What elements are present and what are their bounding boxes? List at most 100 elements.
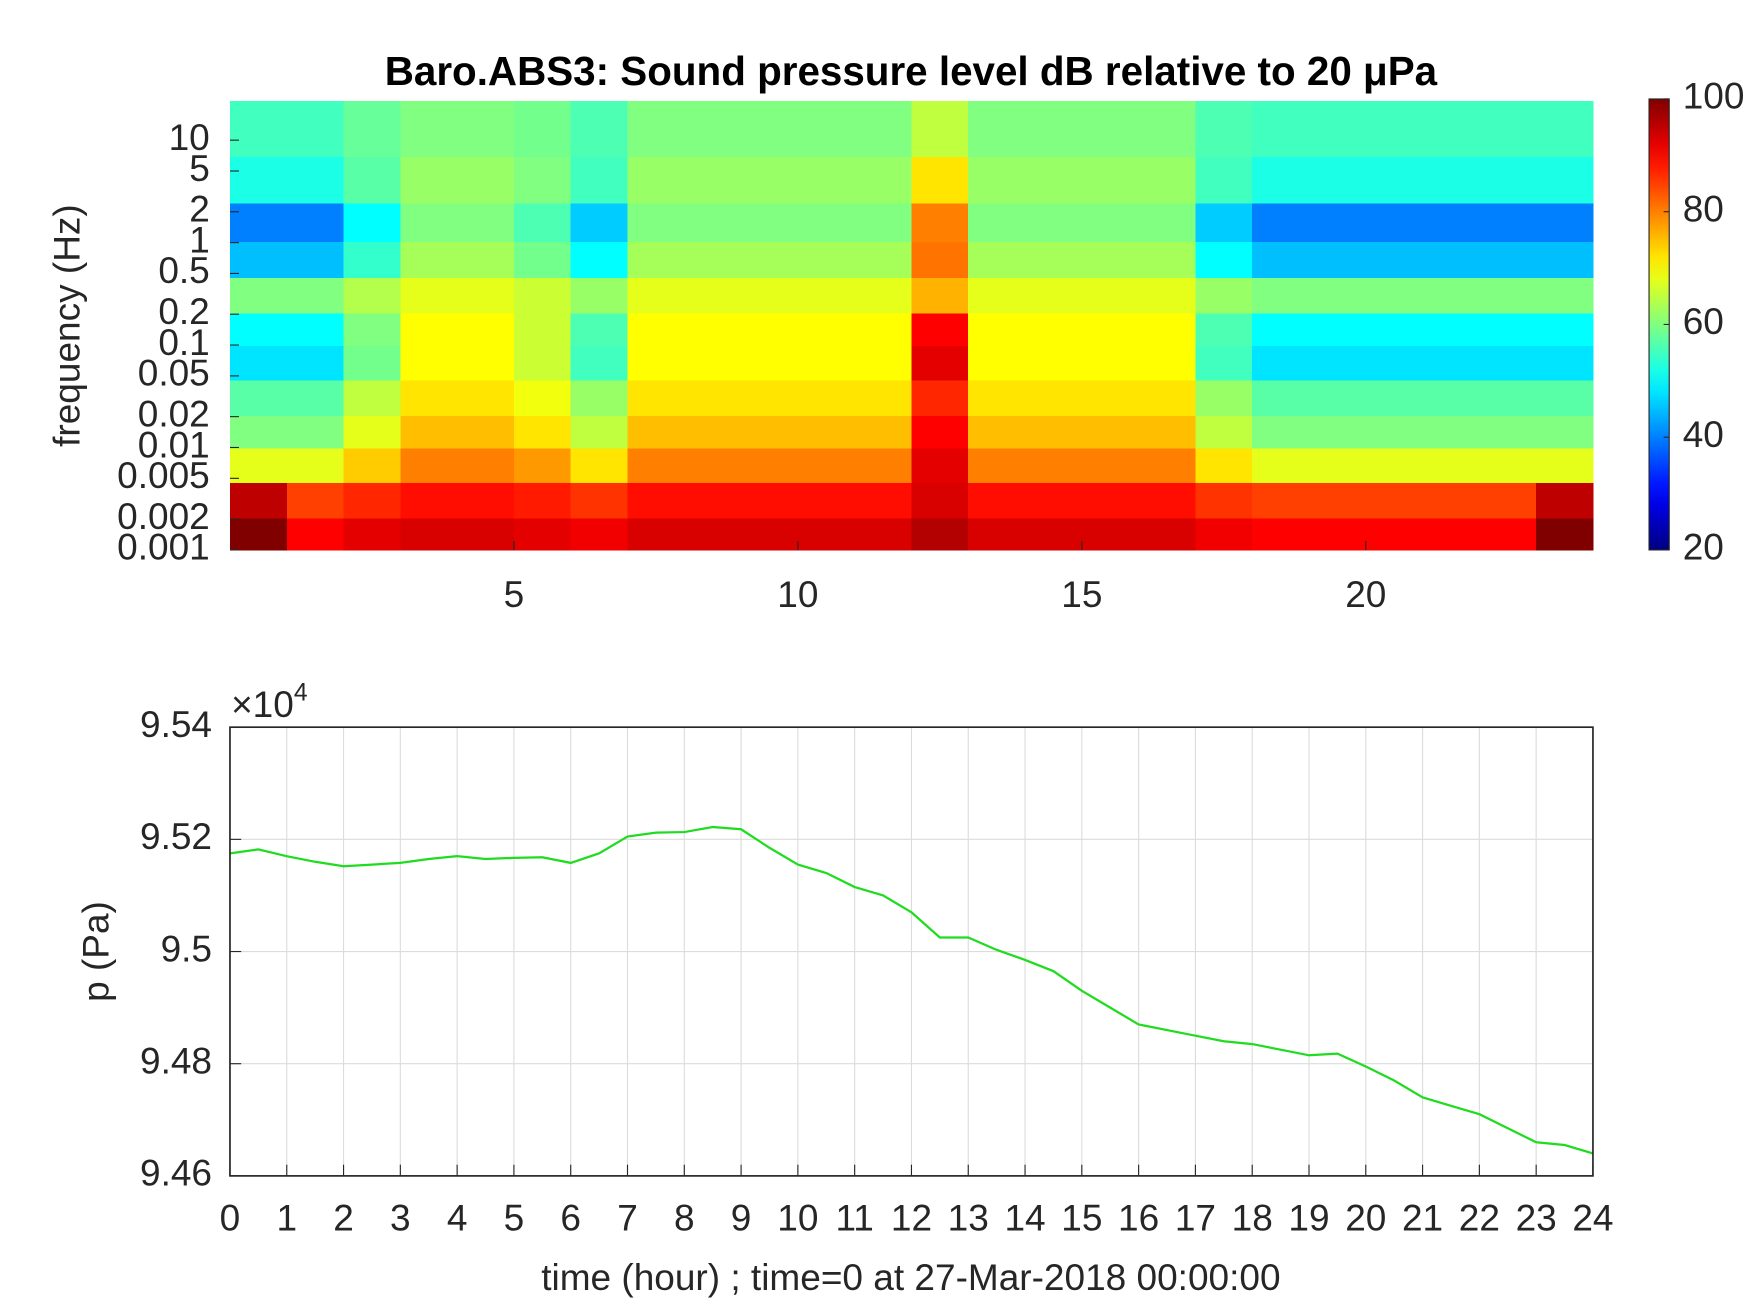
heatmap-cell — [1308, 518, 1367, 551]
heatmap-cell — [1479, 202, 1537, 243]
heatmap-cell — [1479, 345, 1537, 381]
heatmap-cell — [1365, 202, 1424, 243]
heatmap-cell — [684, 241, 742, 278]
heatmap-cell — [968, 277, 1026, 314]
heatmap-cell — [513, 277, 572, 314]
heatmap-cell — [343, 415, 401, 449]
y-tick-label: 0.001 — [117, 526, 210, 568]
heatmap-cell — [1308, 241, 1367, 278]
y-tick-label: 0.1 — [158, 321, 209, 363]
x-tick-label: 18 — [1232, 1197, 1273, 1239]
heatmap-cell — [1422, 345, 1480, 381]
heatmap-cell — [343, 101, 401, 158]
heatmap-cell — [570, 345, 629, 381]
heatmap-cell — [343, 313, 401, 347]
heatmap-cell — [229, 518, 288, 551]
heatmap-cell — [1252, 156, 1310, 204]
x-tick-label: 5 — [504, 573, 525, 615]
heatmap-cell — [400, 482, 458, 519]
heatmap-cell — [343, 482, 401, 519]
heatmap-cell — [1138, 313, 1196, 347]
heatmap-cell — [457, 241, 515, 278]
heatmap-cell — [741, 518, 799, 551]
heatmap-cell — [229, 241, 288, 278]
x-tick-label: 7 — [617, 1197, 638, 1239]
heatmap-cell — [1252, 379, 1310, 417]
heatmap-cell — [1025, 345, 1083, 381]
heatmap-cell — [286, 101, 345, 158]
heatmap-cell — [570, 202, 629, 243]
y-tick-label: 0.002 — [117, 495, 210, 537]
heatmap-cell — [1138, 482, 1196, 519]
heatmap-cell — [286, 482, 345, 519]
heatmap-cell — [968, 345, 1026, 381]
heatmap-cell — [457, 101, 515, 158]
heatmap-cell — [286, 415, 345, 449]
heatmap — [229, 101, 1594, 551]
heatmap-cell — [1479, 379, 1537, 417]
heatmap-cell — [1081, 101, 1140, 158]
heatmap-cell — [1308, 345, 1367, 381]
heatmap-cell — [1365, 156, 1424, 204]
heatmap-cell — [1308, 482, 1367, 519]
heatmap-cell — [1252, 415, 1310, 449]
colorbar-tick-label: 20 — [1683, 526, 1724, 568]
heatmap-cell — [1025, 313, 1083, 347]
heatmap-cell — [1081, 241, 1140, 278]
heatmap-cell — [1422, 156, 1480, 204]
heatmap-cell — [1025, 518, 1083, 551]
heatmap-cell — [1138, 156, 1196, 204]
heatmap-cell — [1195, 447, 1253, 483]
heatmap-cell — [513, 241, 572, 278]
heatmap-cell — [1025, 482, 1083, 519]
heatmap-cell — [1195, 277, 1253, 314]
heatmap-cell — [797, 202, 856, 243]
heatmap-cell — [1081, 379, 1140, 417]
heatmap-cell — [1422, 313, 1480, 347]
heatmap-cell — [513, 482, 572, 519]
heatmap-cell — [911, 241, 969, 278]
heatmap-cell — [1365, 101, 1424, 158]
heatmap-cell — [1195, 202, 1253, 243]
heatmap-cell — [854, 379, 913, 417]
heatmap-cell — [854, 202, 913, 243]
heatmap-cell — [911, 156, 969, 204]
heatmap-cell — [457, 447, 515, 483]
heatmap-cell — [229, 156, 288, 204]
y-tick-label: 9.46 — [140, 1152, 212, 1194]
heatmap-cell — [1252, 277, 1310, 314]
x-tick-label: 1 — [276, 1197, 297, 1239]
heatmap-cell — [1479, 313, 1537, 347]
heatmap-cell — [343, 379, 401, 417]
heatmap-cell — [684, 482, 742, 519]
heatmap-cell — [1308, 277, 1367, 314]
heatmap-cell — [627, 202, 685, 243]
heatmap-cell — [797, 482, 856, 519]
heatmap-cell — [400, 447, 458, 483]
heatmap-cell — [570, 379, 629, 417]
heatmap-cell — [1025, 277, 1083, 314]
heatmap-cell — [797, 277, 856, 314]
heatmap-cell — [1252, 202, 1310, 243]
heatmap-cell — [1138, 447, 1196, 483]
heatmap-cell — [684, 379, 742, 417]
heatmap-cell — [1422, 518, 1480, 551]
heatmap-cell — [1195, 379, 1253, 417]
heatmap-cell — [797, 313, 856, 347]
y-tick-label: 0.05 — [138, 352, 210, 394]
heatmap-cell — [400, 241, 458, 278]
x-tick-label: 6 — [560, 1197, 581, 1239]
heatmap-cell — [1365, 345, 1424, 381]
heatmap-cell — [229, 345, 288, 381]
heatmap-cell — [457, 202, 515, 243]
heatmap-cell — [400, 313, 458, 347]
heatmap-cell — [854, 313, 913, 347]
heatmap-cell — [513, 345, 572, 381]
heatmap-cell — [797, 379, 856, 417]
heatmap-cell — [627, 379, 685, 417]
x-tick-label: 21 — [1402, 1197, 1443, 1239]
heatmap-cell — [968, 415, 1026, 449]
heatmap-cell — [513, 379, 572, 417]
heatmap-cell — [968, 202, 1026, 243]
heatmap-cell — [1025, 447, 1083, 483]
